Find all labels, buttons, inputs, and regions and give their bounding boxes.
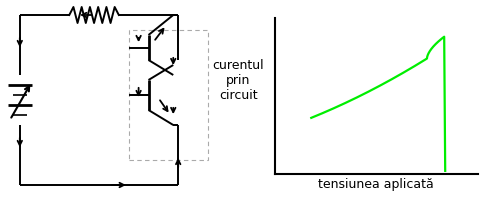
X-axis label: tensiunea aplicată: tensiunea aplicată	[318, 178, 434, 191]
Text: curentul
prin
circuit: curentul prin circuit	[212, 59, 264, 102]
Bar	[129, 30, 208, 160]
